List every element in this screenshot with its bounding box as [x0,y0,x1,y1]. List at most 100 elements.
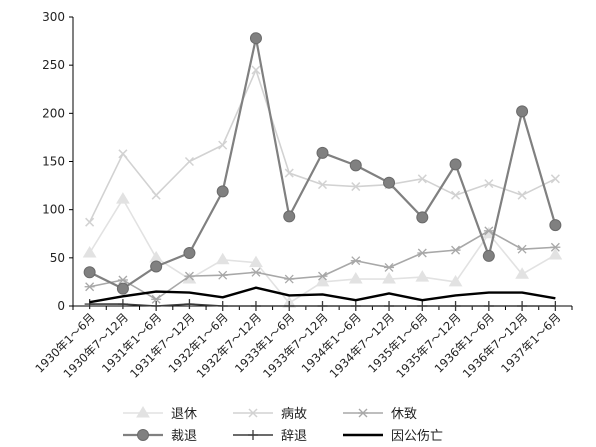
data-point [250,301,261,311]
data-point [482,249,495,262]
data-point [150,260,163,273]
legend-label: 病故 [281,407,307,422]
legend-marker [137,429,149,441]
data-point [382,272,396,284]
series-5 [89,286,556,304]
data-point [351,182,361,192]
data-point [283,210,296,223]
data-point [317,180,328,190]
data-point [515,267,529,279]
data-point [384,301,395,311]
data-point [151,294,162,304]
data-point [550,301,561,311]
data-point [315,274,330,287]
data-point [550,174,560,184]
data-point [450,301,461,311]
data-point [249,255,263,268]
data-point [516,105,529,118]
data-point [116,282,129,295]
data-point [182,272,197,284]
data-point [151,301,162,311]
legend-item: 因公伤亡 [343,429,443,444]
data-point [149,250,164,263]
legend-marker [136,406,150,418]
data-point [349,159,362,172]
legend-item: 病故 [233,407,307,422]
data-point [116,192,130,204]
series-line [89,286,556,304]
data-point [284,274,295,284]
data-point [449,158,462,171]
data-point [450,245,461,255]
data-point [317,301,328,311]
y-tick-label: 300 [42,10,65,24]
data-point [550,242,561,252]
data-point [184,271,195,281]
y-tick-label: 100 [42,203,65,217]
data-point [84,299,95,310]
series-1 [85,65,560,227]
data-point [548,247,563,260]
y-tick-label: 200 [42,106,65,120]
data-point [250,267,261,277]
data-point [218,140,228,150]
legend-marker [248,408,258,418]
y-tick-label: 250 [42,58,65,72]
data-point [451,190,461,200]
series-4 [84,299,561,311]
legend-label: 裁退 [171,428,197,444]
data-point [82,246,97,258]
legend-label: 因公伤亡 [391,429,443,444]
data-point [184,299,195,310]
y-tick-label: 150 [42,155,65,169]
data-point [284,301,295,311]
data-point [484,179,494,189]
data-point [384,263,395,272]
data-point [417,174,427,184]
data-point [184,156,194,167]
data-point [483,301,494,311]
legend-item: 休致 [343,407,417,422]
legend-marker [248,430,258,440]
legend-item: 裁退 [123,428,197,444]
data-point [517,244,528,254]
data-point [117,275,128,285]
y-tick-label: 50 [50,251,65,265]
axes: 0 50 100 150 200 250 300 [42,10,573,313]
data-point [350,301,361,311]
data-point [350,256,361,266]
data-point [284,168,294,178]
data-point [415,270,430,282]
data-point [517,190,527,200]
data-point [483,226,494,236]
data-point [417,248,428,258]
series-0 [82,192,563,308]
legend-label: 辞退 [281,429,307,444]
data-point [249,32,262,45]
data-point [183,247,196,260]
data-point [383,176,396,189]
data-point [251,65,261,75]
legend-label: 休致 [391,407,417,422]
data-point [417,301,428,311]
data-point [151,190,161,200]
data-point [85,217,95,227]
x-tick-labels: 1930年1～6月1930年7～12月1931年1～6月1931年7～12月19… [32,310,563,381]
data-point [448,274,463,287]
y-tick-label: 0 [57,299,65,313]
data-point [316,146,329,159]
data-point [83,266,96,279]
series-layer [82,32,563,311]
data-point [84,282,95,292]
legend-item: 辞退 [233,429,307,444]
data-point [217,270,228,280]
legend-marker [358,408,368,418]
data-point [117,299,128,310]
data-point [549,219,562,232]
series-3 [83,32,562,295]
data-point [416,211,429,224]
legend-item: 退休 [123,406,197,422]
data-point [217,301,228,311]
